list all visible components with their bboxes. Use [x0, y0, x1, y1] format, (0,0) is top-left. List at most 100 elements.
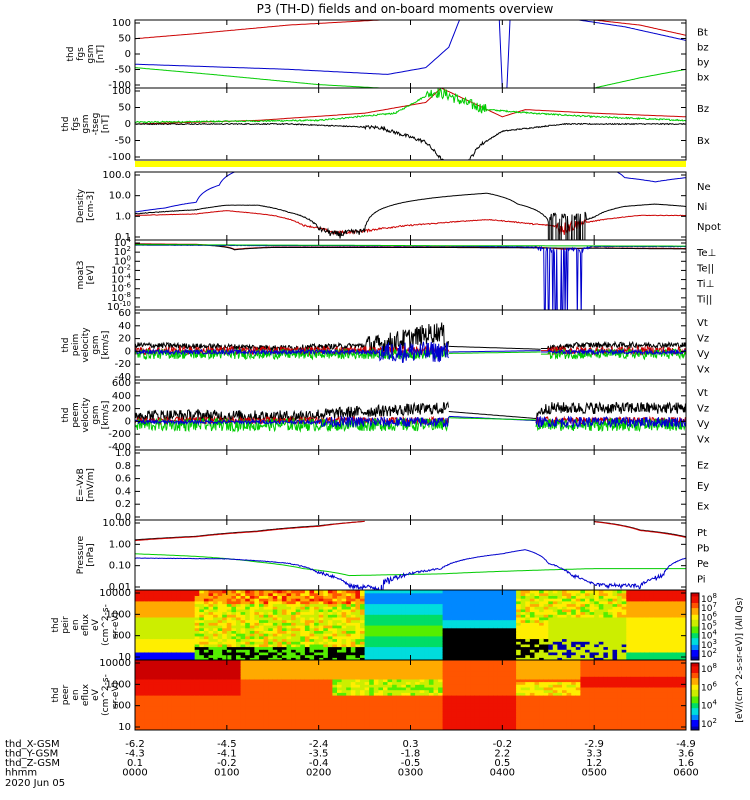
spec-cell [291, 649, 297, 653]
spec-cell [594, 614, 600, 618]
spec-cell [557, 592, 563, 596]
spec-cell [314, 646, 320, 650]
spec-cell [447, 608, 453, 613]
spec-cell [511, 646, 517, 650]
spec-cell [263, 711, 269, 715]
spec-cell [580, 630, 586, 634]
spec-cell [144, 611, 150, 615]
panel-5-ytick: 40 [118, 321, 131, 332]
spec-cell [447, 635, 453, 640]
spec-cell [190, 600, 196, 605]
spec-cell [254, 684, 260, 688]
spec-cell [222, 625, 228, 629]
spec-cell [571, 633, 577, 637]
series-Bx [135, 88, 686, 124]
spec-cell [226, 689, 232, 693]
spec-cell [392, 676, 398, 680]
spec-cell [323, 592, 329, 596]
spec-cell [424, 630, 430, 634]
spec-cell [162, 603, 168, 607]
panel-2-ylabel: thd [61, 117, 71, 132]
spec-cell [447, 638, 453, 642]
spec-cell [497, 646, 503, 650]
spec-cell [621, 616, 627, 621]
spec-cell [286, 625, 292, 629]
spec-cell [658, 657, 664, 660]
spec-cell [603, 643, 609, 648]
spec-cell [497, 611, 503, 615]
spec-cell [378, 716, 384, 720]
spec-cell [309, 665, 315, 669]
spec-cell [291, 668, 297, 672]
spec-cell [401, 673, 407, 677]
spec-cell [208, 600, 214, 605]
spec-cell [254, 590, 260, 594]
spec-cell [511, 614, 517, 618]
spec-cell [511, 657, 517, 660]
spec-cell [263, 592, 269, 596]
spec-cell [378, 668, 384, 672]
spec-cell [263, 633, 269, 637]
spec-cell [607, 600, 614, 605]
spec-cell [286, 635, 292, 640]
spec-cell [309, 689, 315, 693]
spec-cell [373, 684, 379, 688]
spec-cell [552, 646, 558, 650]
spec-cell [304, 590, 311, 594]
spec-cell [392, 649, 398, 653]
spec-cell [199, 727, 205, 730]
spec-cell [217, 695, 223, 699]
spec-cell [589, 646, 595, 650]
spec-cell [259, 678, 265, 683]
panel-9-ylabel: en [71, 619, 81, 630]
spec-cell [392, 689, 398, 693]
spec-cell [208, 625, 214, 629]
spec-cell [226, 676, 232, 680]
spec-cell [456, 592, 462, 596]
spec-cell [548, 592, 554, 596]
spec-cell [630, 638, 637, 642]
spec-cell [153, 695, 159, 699]
spec-cell [497, 625, 503, 629]
spec-cell [341, 657, 347, 660]
spec-cell [410, 654, 416, 658]
spec-cell [364, 595, 370, 599]
spec-cell [236, 627, 242, 631]
spec-cell [323, 711, 329, 715]
spec-cell [369, 590, 375, 594]
spec-cell [240, 608, 246, 613]
spec-cell [548, 616, 554, 621]
spec-cell [663, 633, 669, 637]
spec-cell [135, 681, 141, 685]
spec-cell [516, 598, 522, 602]
spec-cell [222, 608, 228, 613]
spec-cell [516, 603, 522, 607]
spec-cell [148, 606, 154, 610]
spec-cell [603, 603, 609, 607]
spec-cell [222, 670, 228, 675]
spec-cell [442, 598, 448, 602]
spec-cell [497, 606, 503, 610]
spec-cell [621, 651, 627, 656]
spec-cell [240, 695, 246, 699]
spec-cell [263, 635, 269, 640]
spec-cell [566, 592, 572, 596]
spec-cell [392, 697, 398, 701]
spec-cell [644, 657, 650, 660]
spec-cell [327, 670, 334, 675]
spec-cell [369, 633, 375, 637]
spec-cell [180, 670, 187, 675]
spec-cell [364, 686, 370, 691]
spec-cell [355, 614, 361, 618]
spec-cell [263, 598, 269, 602]
spec-cell [575, 592, 581, 596]
spec-cell [621, 600, 627, 605]
spec-cell [171, 600, 177, 605]
spec-cell [263, 651, 269, 656]
spec-cell [291, 638, 297, 642]
spec-cell [488, 649, 494, 653]
spec-cell [456, 643, 462, 648]
spec-cell [552, 627, 558, 631]
spec-cell [419, 598, 425, 602]
spec-cell [291, 630, 297, 634]
